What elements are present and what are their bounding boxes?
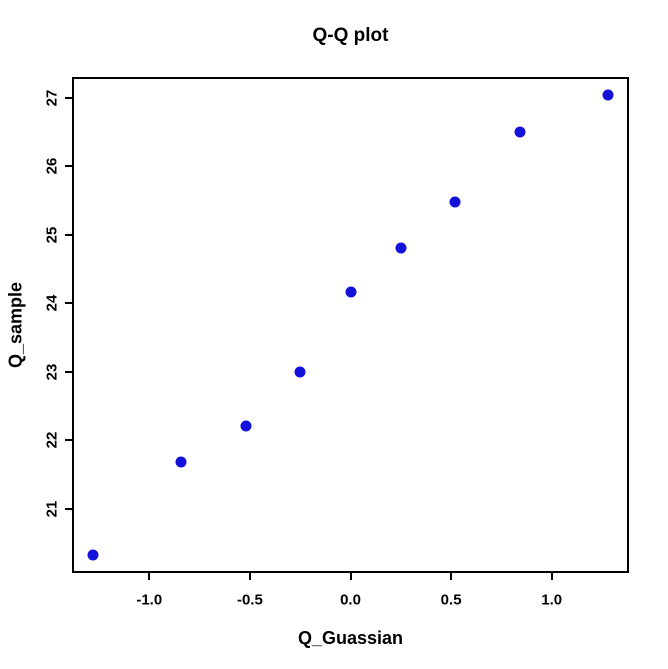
data-point (395, 242, 407, 254)
y-tick-mark (65, 233, 72, 236)
x-tick-label: 1.0 (541, 591, 563, 609)
y-tick-label: 27 (43, 89, 61, 106)
data-point (602, 89, 614, 101)
x-tick-label: 0.5 (440, 591, 462, 609)
plot-area (72, 77, 629, 573)
x-tick-mark (450, 573, 453, 580)
y-tick-mark (65, 370, 72, 373)
data-point (514, 126, 526, 138)
data-point (175, 456, 187, 468)
x-tick-label: 0.0 (340, 591, 361, 609)
x-tick-mark (148, 573, 151, 580)
x-axis-label: Q_Guassian (297, 628, 404, 648)
x-tick-mark (349, 573, 352, 580)
plot-title: Q-Q plot (312, 25, 389, 46)
y-tick-mark (65, 96, 72, 99)
x-tick-mark (248, 573, 251, 580)
y-tick-mark (65, 507, 72, 510)
data-point (87, 549, 99, 560)
x-tick-label: -0.5 (236, 591, 263, 609)
x-tick-mark (550, 573, 553, 580)
y-tick-mark (65, 302, 72, 305)
x-tick-label: -1.0 (136, 591, 163, 609)
y-tick-mark (65, 165, 72, 168)
y-tick-label: 25 (43, 226, 61, 243)
y-tick-label: 22 (43, 431, 61, 449)
y-tick-mark (65, 439, 72, 442)
data-point (345, 286, 356, 298)
y-axis-label: Q_sample (5, 281, 26, 369)
data-point (240, 420, 252, 432)
y-tick-label: 21 (43, 500, 61, 517)
y-tick-label: 26 (43, 157, 61, 175)
y-tick-label: 24 (43, 294, 61, 312)
data-point (449, 196, 461, 208)
y-tick-label: 23 (43, 363, 61, 380)
data-point (294, 366, 306, 378)
